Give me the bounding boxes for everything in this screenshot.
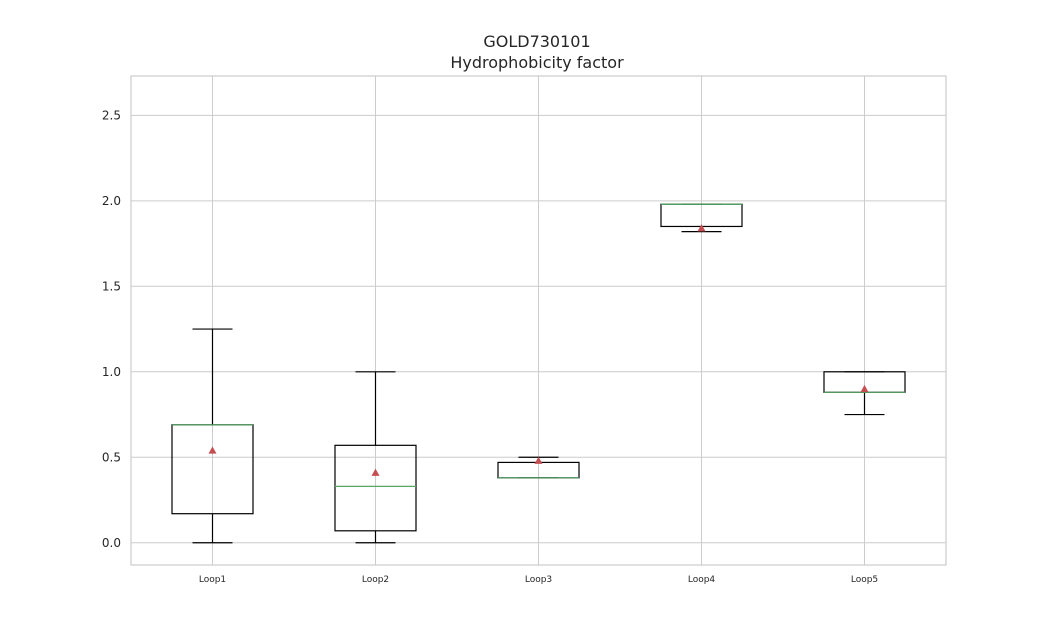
x-tick-label: Loop4 <box>688 575 716 585</box>
x-tick-label: Loop2 <box>362 575 389 585</box>
x-tick-label: Loop5 <box>851 575 878 585</box>
mean-marker <box>860 384 869 393</box>
y-tick-label: 1.0 <box>102 365 121 379</box>
plot-frame <box>130 75 947 566</box>
x-tick-label: Loop3 <box>525 575 552 585</box>
mean-marker <box>697 224 706 232</box>
mean-marker <box>208 446 217 454</box>
mean-marker <box>534 456 543 464</box>
box-loop1 <box>171 328 254 544</box>
y-tick-label: 2.0 <box>102 194 121 208</box>
box-loop5 <box>823 371 906 416</box>
iqr-box <box>334 444 417 532</box>
chart-title: GOLD730101 <box>483 32 590 51</box>
chart-subtitle: Hydrophobicity factor <box>450 53 624 72</box>
y-tick-label: 0.5 <box>102 450 121 464</box>
box-loop3 <box>497 456 580 479</box>
box-loop2 <box>334 371 417 544</box>
mean-marker <box>371 468 380 476</box>
y-tick-label: 1.5 <box>102 279 121 293</box>
x-tick-label: Loop1 <box>199 575 226 585</box>
box-loop4 <box>660 203 743 233</box>
y-tick-label: 0.0 <box>102 536 121 550</box>
y-tick-label: 2.5 <box>102 108 121 122</box>
